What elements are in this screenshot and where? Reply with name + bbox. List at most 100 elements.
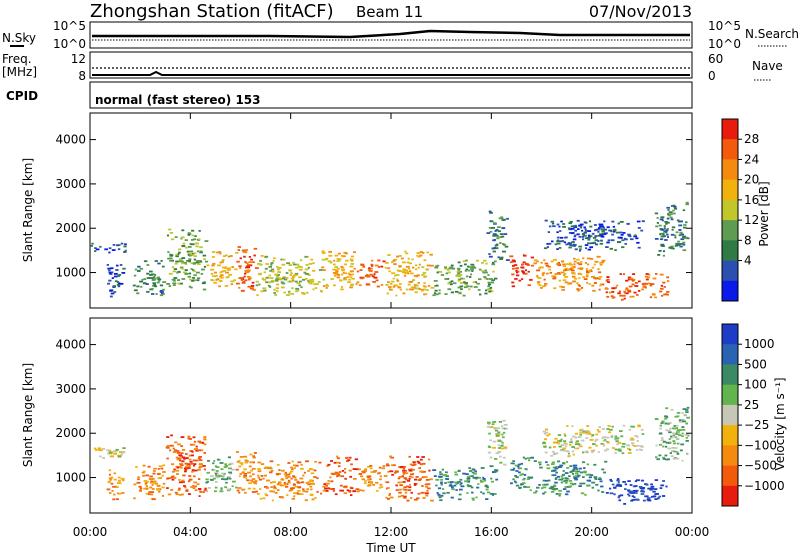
- power-cell: [288, 290, 291, 293]
- power-cell: [453, 282, 457, 285]
- power-cell: [330, 278, 334, 280]
- power-cell: [674, 244, 678, 247]
- power-cell: [561, 240, 565, 242]
- power-cell: [489, 230, 493, 233]
- power-cell: [191, 239, 194, 241]
- power-cell: [494, 246, 497, 249]
- velocity-cell: [576, 474, 581, 477]
- velocity-cell: [232, 480, 236, 483]
- power-cell: [110, 292, 115, 295]
- power-cell: [290, 272, 293, 274]
- velocity-cell: [257, 470, 262, 473]
- velocity-cell: [570, 438, 573, 440]
- time-x-axis: 00:00 04:00 08:00 12:00 16:00 20:00 00:00: [73, 525, 710, 539]
- power-cell: [294, 272, 299, 275]
- power-cell: [578, 235, 582, 238]
- power-cell: [222, 255, 226, 257]
- velocity-cell: [489, 426, 494, 428]
- velocity-cell: [514, 481, 518, 484]
- velocity-cell: [685, 436, 688, 439]
- velocity-cell: [615, 440, 619, 443]
- power-cell: [637, 280, 641, 283]
- power-band: [654, 201, 690, 257]
- velocity-cell: [106, 449, 109, 452]
- power-cell: [120, 242, 124, 245]
- velocity-cell: [442, 492, 446, 495]
- power-cell: [317, 281, 321, 283]
- power-cell: [674, 236, 677, 239]
- velocity-cell: [156, 473, 161, 475]
- power-cell: [196, 250, 200, 253]
- power-cell: [599, 225, 602, 228]
- velocity-cell: [582, 430, 586, 433]
- power-cell: [196, 279, 200, 282]
- power-cell: [418, 263, 421, 266]
- velocity-cell: [501, 427, 504, 430]
- velocity-cell: [569, 471, 572, 473]
- power-cell: [585, 247, 588, 250]
- power-cell: [318, 269, 323, 271]
- velocity-cell: [169, 444, 174, 447]
- power-cell: [487, 288, 492, 291]
- power-cell: [422, 252, 425, 254]
- velocity-cell: [657, 497, 660, 500]
- velocity-cell: [596, 429, 600, 431]
- velocity-cell: [258, 478, 263, 481]
- power-cell: [664, 221, 668, 223]
- power-cell: [584, 229, 589, 232]
- velocity-cell: [536, 486, 540, 489]
- velocity-cell: [268, 467, 273, 470]
- power-cell: [288, 292, 291, 294]
- velocity-cell: [341, 470, 345, 472]
- velocity-cell: [177, 457, 181, 460]
- power-cell: [407, 283, 411, 286]
- power-cell: [552, 275, 557, 278]
- power-cell: [152, 284, 155, 287]
- velocity-cell: [110, 476, 114, 479]
- velocity-cell: [631, 444, 634, 446]
- power-cell: [546, 272, 549, 275]
- power-cell: [264, 267, 268, 270]
- velocity-cell: [330, 460, 333, 462]
- power-cell: [247, 285, 251, 288]
- velocity-cell: [577, 436, 582, 438]
- velocity-cell: [198, 456, 202, 458]
- velocity-cell: [336, 455, 339, 458]
- velocity-cell: [203, 438, 207, 441]
- power-cell: [149, 277, 154, 279]
- velocity-cell: [202, 465, 206, 467]
- velocity-cell: [215, 466, 220, 468]
- velocity-cell: [586, 425, 590, 427]
- power-cell: [117, 248, 121, 251]
- velocity-cell: [474, 470, 477, 473]
- velocity-cell: [553, 446, 556, 448]
- power-cell: [391, 261, 394, 264]
- velocity-cell: [574, 478, 579, 481]
- velocity-cell: [174, 441, 178, 444]
- power-cell: [251, 261, 255, 264]
- power-cell: [655, 273, 658, 275]
- power-cell: [412, 266, 415, 269]
- velocity-cell: [428, 458, 431, 461]
- power-cell: [444, 266, 447, 269]
- power-cell: [556, 263, 560, 265]
- velocity-cell: [451, 488, 455, 491]
- power-cell: [234, 268, 238, 271]
- power-cell: [391, 272, 396, 275]
- velocity-cell: [145, 492, 150, 495]
- power-cell: [245, 266, 249, 269]
- velocity-cell: [188, 466, 191, 469]
- velocity-cell: [313, 476, 316, 478]
- power-cell: [544, 283, 548, 285]
- velocity-cell: [187, 435, 191, 438]
- power-cell: [513, 264, 518, 266]
- velocity-colorbar-tick-label: −25: [744, 418, 769, 432]
- power-cell: [149, 274, 153, 276]
- velocity-cell: [121, 492, 125, 494]
- power-cell: [494, 230, 497, 232]
- velocity-cell: [685, 409, 689, 411]
- power-cell: [279, 278, 283, 281]
- velocity-colorbar-tick-label: −500: [744, 459, 777, 473]
- velocity-cell: [247, 487, 252, 490]
